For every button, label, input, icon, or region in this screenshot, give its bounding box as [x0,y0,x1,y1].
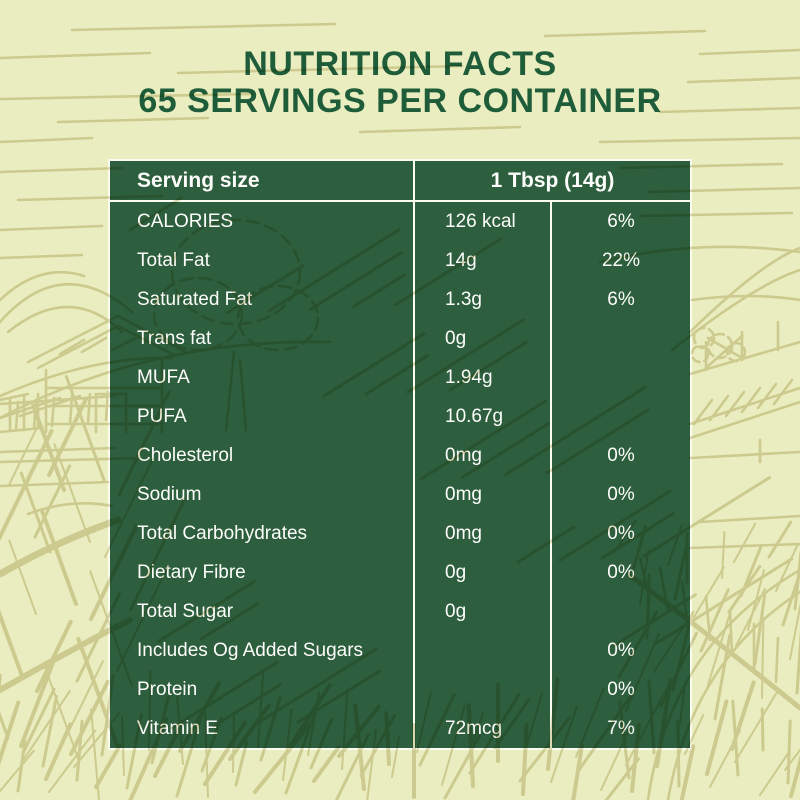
nutrient-label: Sodium [110,475,415,514]
nutrient-dv [552,397,690,436]
nutrient-dv: 6% [607,288,635,310]
nutrient-label: Total Sugar [110,592,415,631]
nutrient-label: Cholesterol [110,436,415,475]
nutrient-amount: 0mg [415,514,552,553]
nutrient-amount: 10.67g [415,397,552,436]
nutrient-label: Dietary Fibre [110,553,415,592]
nutrient-dv [552,592,690,631]
nutrient-amount: 0mg [415,475,552,514]
nutrient-amount: 0g [415,319,552,358]
nutrient-amount: 0g [415,553,552,592]
nutrient-amount: 126 kcal [415,202,552,241]
nutrient-amount [415,631,552,670]
nutrient-amount: 0g [415,592,552,631]
nutrient-amount: 0mg [415,436,552,475]
nutrient-amount: 1.3g [415,280,552,319]
nutrient-dv: 6% [607,210,635,232]
nutrient-dv: 0% [607,483,635,505]
nutrient-dv: 0% [607,639,635,661]
nutrient-label: MUFA [110,358,415,397]
nutrient-label: PUFA [110,397,415,436]
nutrient-label: Protein [110,670,415,709]
nutrient-dv: 0% [607,522,635,544]
title-line-1: NUTRITION FACTS [243,45,557,83]
nutrient-dv [552,319,690,358]
nutrient-dv: 22% [601,249,641,271]
nutrition-table: Serving size 1 Tbsp (14g) CALORIES 126 k… [108,159,692,750]
nutrient-label: Total Carbohydrates [110,514,415,553]
nutrient-label: Vitamin E [110,709,415,748]
nutrient-label: Trans fat [110,319,415,358]
serving-size-header: Serving size [110,161,415,202]
nutrient-label: Total Fat [110,241,415,280]
nutrient-dv: 0% [607,444,635,466]
nutrient-dv: 0% [607,561,635,583]
nutrient-dv: 0% [607,678,635,700]
right-fence-and-bush [688,320,800,550]
nutrient-amount: 72mcg [415,709,552,748]
nutrient-label: Saturated Fat [110,280,415,319]
page-title: NUTRITION FACTS 65 SERVINGS PER CONTAINE… [0,46,800,120]
title-line-2: 65 SERVINGS PER CONTAINER [138,82,662,120]
serving-amount-header: 1 Tbsp (14g) [415,161,690,202]
nutrient-amount: 1.94g [415,358,552,397]
nutrient-dv [552,358,690,397]
nutrient-amount [415,670,552,709]
nutrient-amount: 14g [415,241,552,280]
nutrient-label: CALORIES [110,202,415,241]
nutrient-label: Includes Og Added Sugars [110,631,415,670]
nutrient-dv: 7% [607,717,635,739]
